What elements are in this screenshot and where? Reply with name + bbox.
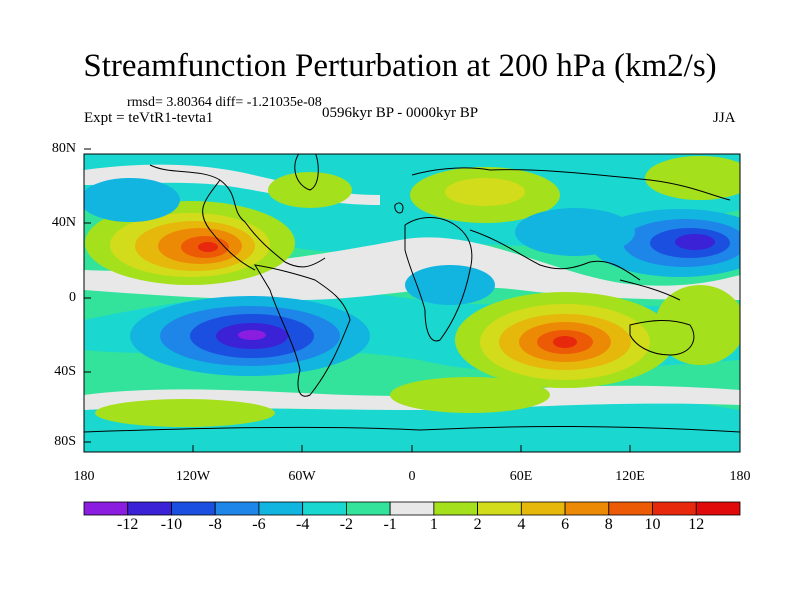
colorbar-swatch: [389, 501, 435, 516]
colorbar-swatch: [520, 501, 566, 516]
colorbar-swatch: [564, 501, 610, 516]
colorbar-swatch: [83, 501, 129, 516]
colorbar-swatch: [433, 501, 479, 516]
map-title: Streamfunction Perturbation at 200 hPa (…: [83, 48, 717, 84]
colorbar-swatch: [214, 501, 260, 516]
colorbar-swatch: [345, 501, 391, 516]
colorbar-tick-label: 4: [517, 516, 526, 533]
lon-tick-label: 180: [73, 469, 95, 484]
colorbar-tick-label: -10: [160, 516, 183, 533]
experiment-text: Expt = teVtR1-tevta1: [84, 110, 214, 126]
colorbar-swatch: [477, 501, 522, 516]
coastlines: [84, 154, 740, 433]
lon-tick-label: 180: [729, 469, 751, 484]
stats-text: rmsd= 3.80364 diff= -1.21035e-08: [127, 95, 322, 110]
lon-tick-label: 0: [408, 469, 416, 484]
colorbar-tick-label: -1: [383, 516, 397, 533]
colorbar: [83, 501, 741, 516]
colorbar-swatch: [695, 501, 741, 516]
colorbar-tick-label: 1: [429, 516, 438, 533]
lon-tick-label: 60E: [509, 469, 533, 484]
lon-tick-label: 60W: [288, 469, 316, 484]
lat-tick-label: 80N: [51, 141, 76, 156]
colorbar-tick-label: -6: [252, 516, 266, 533]
colorbar-swatch: [608, 501, 653, 516]
season-text: JJA: [713, 110, 736, 126]
colorbar-tick-label: 12: [688, 516, 705, 533]
lon-tick-label: 120W: [175, 469, 211, 484]
colorbar-tick-label: 6: [561, 516, 570, 533]
lat-tick-label: 80S: [54, 434, 76, 449]
colorbar-swatch: [258, 501, 304, 516]
lon-tick-label: 120E: [615, 469, 645, 484]
colorbar-swatch: [171, 501, 216, 516]
colorbar-tick-label: -4: [295, 516, 310, 533]
lat-tick-label: 40S: [54, 364, 76, 379]
axis-ticks: [83, 148, 741, 452]
colorbar-tick-label: -8: [208, 516, 222, 533]
colorbar-tick-label: -2: [339, 516, 354, 533]
lat-tick-label: 40N: [51, 215, 76, 230]
colorbar-tick-label: 2: [473, 516, 482, 533]
lat-tick-label: 0: [69, 290, 76, 305]
colorbar-tick-label: 8: [604, 516, 613, 533]
colorbar-swatch: [302, 501, 347, 516]
colorbar-swatch: [127, 501, 172, 516]
colorbar-tick-label: -12: [117, 516, 139, 533]
colorbar-swatch: [652, 501, 697, 516]
colorbar-tick-label: 10: [644, 516, 661, 533]
period-text: 0596kyr BP - 0000kyr BP: [322, 105, 479, 121]
map-field: [84, 154, 740, 452]
